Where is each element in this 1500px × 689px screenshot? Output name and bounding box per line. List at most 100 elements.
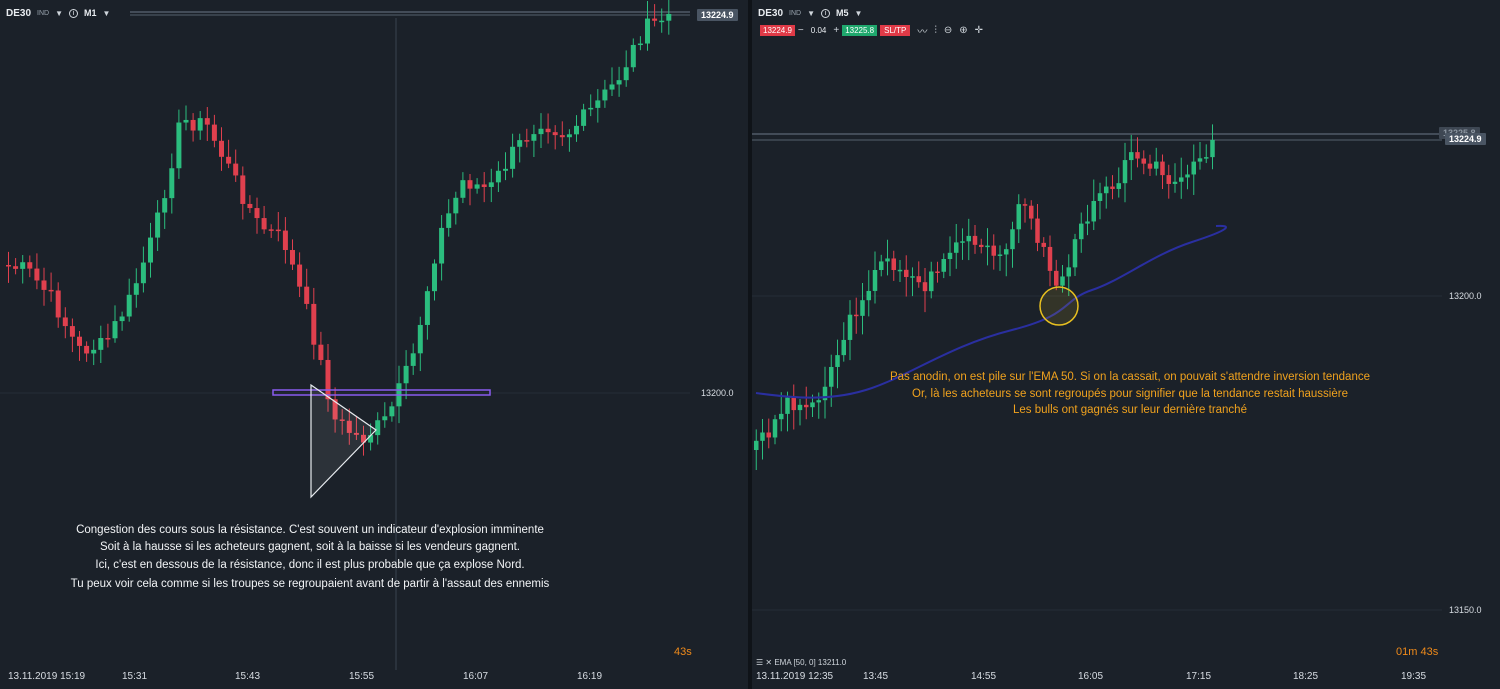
chevron-down-icon[interactable]: ▼ xyxy=(854,8,863,18)
volume-input[interactable]: 0.04 xyxy=(810,26,827,35)
right-candlestick-chart[interactable] xyxy=(752,0,1500,689)
annotation-line: Ici, c'est en dessous de la résistance, … xyxy=(95,558,525,571)
annotation-line: Tu peux voir cela comme si les troupes s… xyxy=(70,577,550,590)
zoom-out-icon[interactable]: ⊖ xyxy=(943,25,953,36)
candle xyxy=(991,245,996,256)
candle xyxy=(1016,204,1021,230)
candle xyxy=(916,276,921,283)
annotation-text: Pas anodin, on est pile sur l'EMA 50. Si… xyxy=(860,369,1400,419)
time-axis-label: 13:45 xyxy=(863,671,889,682)
candle xyxy=(566,134,572,138)
timeframe-selector[interactable]: M5 xyxy=(836,8,849,18)
candle xyxy=(211,124,217,141)
candle xyxy=(62,317,68,327)
trade-bar: 13224.9 − 0.04 + 13225.8 SL/TP 〰 ⫶ ⊖ ⊕ ✛ xyxy=(760,23,983,38)
chevron-down-icon[interactable]: ▼ xyxy=(807,8,815,18)
candle xyxy=(226,156,232,164)
candle xyxy=(879,261,884,270)
candle xyxy=(41,280,47,290)
candle xyxy=(897,269,903,272)
candle xyxy=(126,294,132,317)
candle xyxy=(630,44,636,68)
candle xyxy=(219,140,224,157)
candle xyxy=(545,128,551,133)
chevron-down-icon[interactable]: ▼ xyxy=(102,8,111,18)
minus-icon[interactable]: − xyxy=(797,25,804,36)
chevron-down-icon[interactable]: ▼ xyxy=(55,8,63,18)
candle xyxy=(1166,175,1171,184)
timer-minutes: 01m xyxy=(1396,646,1418,658)
candle xyxy=(1041,242,1046,247)
candle xyxy=(860,300,865,316)
candle xyxy=(361,434,366,443)
candle xyxy=(282,230,288,251)
candle xyxy=(517,140,523,147)
candle xyxy=(13,266,19,269)
candle xyxy=(6,265,11,267)
candle xyxy=(822,386,828,401)
info-icon[interactable]: i xyxy=(69,8,78,18)
line-chart-icon[interactable]: 〰 xyxy=(917,27,928,38)
candle xyxy=(1104,186,1109,194)
info-icon[interactable]: i xyxy=(821,8,830,18)
candle xyxy=(1085,221,1090,224)
candle xyxy=(966,235,971,242)
candle xyxy=(417,324,423,354)
candle xyxy=(84,345,90,354)
sell-button[interactable]: 13224.9 xyxy=(760,25,795,36)
time-axis-label: 16:19 xyxy=(577,671,603,682)
time-axis-label: 16:07 xyxy=(463,671,489,682)
candle xyxy=(1147,163,1153,169)
candle xyxy=(112,321,118,339)
candle xyxy=(841,339,846,356)
time-axis-label: 18:25 xyxy=(1293,671,1319,682)
candle xyxy=(829,366,834,387)
indicators-icon[interactable]: ⫶ xyxy=(934,25,937,36)
candle xyxy=(1141,158,1146,164)
annotation-line: Soit à la hausse si les acheteurs gagnen… xyxy=(99,541,520,554)
ema-50-line xyxy=(755,224,1227,399)
candle xyxy=(559,135,565,138)
candle xyxy=(1191,161,1196,175)
list-icon[interactable]: ☰ ✕ xyxy=(756,658,773,667)
candle xyxy=(389,406,395,417)
timeframe-selector[interactable]: M1 xyxy=(84,8,97,18)
candle xyxy=(785,397,790,414)
candle xyxy=(922,282,928,292)
crosshair-icon[interactable]: ✛ xyxy=(974,25,984,36)
symbol-name[interactable]: DE30 xyxy=(6,7,32,19)
highlight-circle xyxy=(1039,286,1079,326)
right-chart-panel[interactable]: DE30 IND ▼ i M5 ▼ 13224.9 − 0.04 + 13225… xyxy=(752,0,1500,689)
candle xyxy=(581,109,587,126)
candle xyxy=(645,18,650,44)
time-axis-label: 15:55 xyxy=(349,671,375,682)
candle xyxy=(27,262,33,269)
annotation-line: Or, là les acheteurs se sont regroupés p… xyxy=(912,387,1348,400)
zoom-in-icon[interactable]: ⊕ xyxy=(959,25,968,36)
price-axis-label: 13200.0 xyxy=(701,388,734,398)
candle xyxy=(432,263,437,292)
panel-divider[interactable] xyxy=(748,0,752,689)
symbol-name[interactable]: DE30 xyxy=(758,7,784,19)
candle xyxy=(1135,152,1140,159)
candle xyxy=(866,290,871,301)
candle xyxy=(162,198,168,213)
candle xyxy=(531,134,537,141)
candle xyxy=(140,262,146,284)
time-axis-label: 13.11.2019 15:19 xyxy=(8,671,86,682)
candle xyxy=(947,252,953,260)
left-toolbar: DE30 IND ▼ i M1 ▼ xyxy=(6,4,110,22)
candle xyxy=(91,349,97,354)
left-candlestick-chart[interactable] xyxy=(0,0,748,689)
left-chart-panel[interactable]: DE30 IND ▼ i M1 ▼ 13224.9 13200.0 Conges… xyxy=(0,0,748,689)
candle xyxy=(77,336,82,346)
plus-icon[interactable]: + xyxy=(833,25,840,36)
candle xyxy=(339,419,345,421)
sl-tp-button[interactable]: SL/TP xyxy=(880,25,911,36)
candle xyxy=(954,242,959,253)
current-price-tag: 13224.9 xyxy=(1445,133,1486,145)
ema-legend[interactable]: ☰ ✕ EMA [50, 0] 13211.0 xyxy=(756,658,846,667)
candle xyxy=(148,237,153,263)
candle xyxy=(666,13,672,21)
buy-button[interactable]: 13225.8 xyxy=(842,25,878,36)
